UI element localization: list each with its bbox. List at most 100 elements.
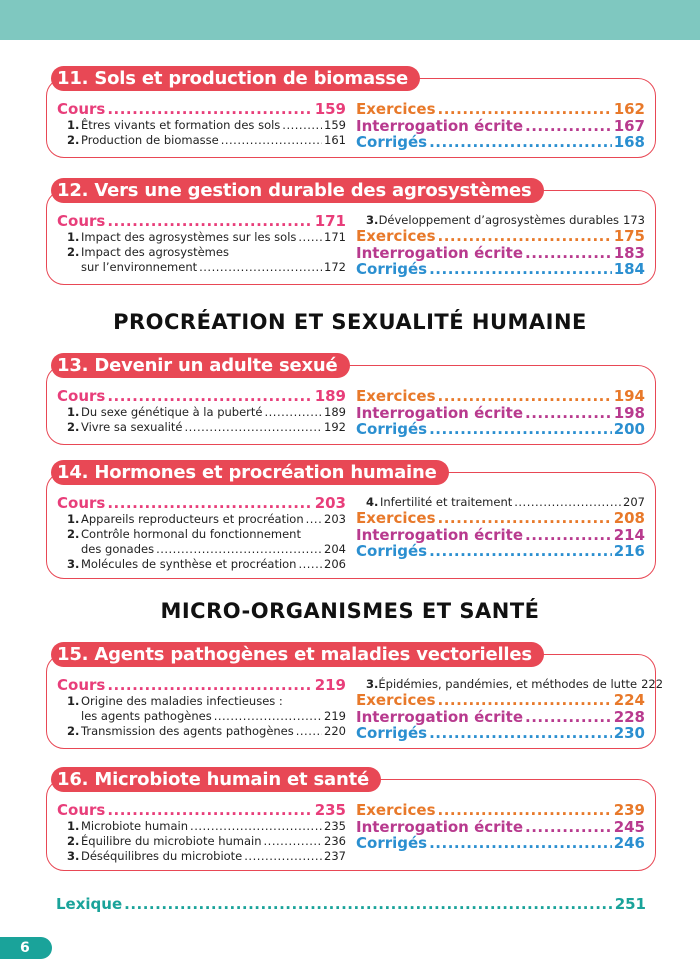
dot-leader [429, 261, 612, 278]
entry-label: Molécules de synthèse et procréation [81, 556, 297, 571]
toc-entry-cours[interactable]: Cours 219 [57, 677, 346, 694]
toc-entry-sub[interactable]: 1.Êtres vivants et formation des sols 159 [57, 118, 346, 133]
dot-leader [438, 510, 612, 527]
chapter-box: Cours2191.Origine des maladies infectieu… [46, 654, 663, 749]
dot-leader [296, 724, 322, 739]
toc-entry-sub[interactable]: 1.Impact des agrosystèmes sur les sols 17… [57, 230, 346, 245]
dot-leader [429, 835, 612, 852]
entry-page: 235 [314, 801, 346, 819]
toc-entry-sub[interactable]: sur l’environnement 172 [57, 260, 346, 275]
entry-page: 192 [324, 419, 346, 434]
entry-page: 168 [613, 133, 645, 151]
toc-entry-sub[interactable]: les agents pathogènes 219 [57, 709, 346, 724]
entry-label: Du sexe génétique à la puberté [81, 404, 263, 419]
toc-entry-cours[interactable]: Cours 189 [57, 388, 346, 405]
toc-entry-corriges[interactable]: Corrigés 184 [356, 261, 645, 278]
toc-entry-sub[interactable]: 2.Vivre sa sexualité 192 [57, 420, 346, 435]
toc-entry-cours[interactable]: Cours 159 [57, 101, 346, 118]
dot-leader [438, 388, 612, 405]
column-left: Cours1891.Du sexe génétique à la puberté… [57, 388, 346, 438]
entry-label: Contrôle hormonal du fonctionnement [81, 526, 301, 541]
toc-entry-lexique[interactable]: Lexique 251 [56, 896, 646, 913]
dot-leader [438, 692, 612, 709]
toc-entry-cours[interactable]: Cours 203 [57, 495, 346, 512]
toc-entry-sub[interactable]: 2.Production de biomasse 161 [57, 133, 346, 148]
toc-entry-sub[interactable]: 1.Du sexe génétique à la puberté 189 [57, 405, 346, 420]
toc-entry-exercices[interactable]: Exercices 224 [356, 692, 645, 709]
toc-entry-corriges[interactable]: Corrigés 168 [356, 134, 645, 151]
entry-page: 161 [324, 132, 346, 147]
toc-entry-sub[interactable]: 4.Infertilité et traitement 207 [356, 495, 645, 510]
toc-entry-interro[interactable]: Interrogation écrite 228 [356, 708, 645, 726]
column-left: Cours2191.Origine des maladies infectieu… [57, 677, 346, 742]
toc-entry-exercices[interactable]: Exercices 194 [356, 388, 645, 405]
section-title: PROCRÉATION ET SEXUALITÉ HUMAINE [113, 310, 587, 334]
entry-number: 3. [366, 677, 379, 691]
toc-entry-exercices[interactable]: Exercices 175 [356, 228, 645, 245]
dot-leader [525, 118, 612, 135]
dot-leader [107, 495, 312, 512]
entry-label: des gonades [81, 541, 155, 556]
dot-leader [429, 421, 612, 438]
toc-entry-sub[interactable]: 3. Développement d’agrosystèmes durables 1… [356, 213, 645, 228]
dot-leader [190, 819, 322, 834]
toc-entry-interro[interactable]: Interrogation écrite 183 [356, 243, 645, 262]
toc-entry-sub[interactable]: des gonades 204 [57, 542, 346, 557]
column-right: Exercices239Interrogation écrite245Corri… [356, 802, 645, 864]
toc-entry-sub[interactable]: 3. Épidémies, pandémies, et méthodes de l… [356, 677, 663, 692]
dot-leader [199, 260, 322, 275]
toc-entry-corriges[interactable]: Corrigés 200 [356, 421, 645, 438]
toc-entry-exercices[interactable]: Exercices 162 [356, 101, 645, 118]
chapter-title: 13. Devenir un adulte sexué [51, 353, 350, 378]
toc-entry-cours[interactable]: Cours 235 [57, 802, 346, 819]
entry-label: Interrogation écrite [356, 243, 524, 262]
chapter-title: 11. Sols et production de biomasse [51, 66, 420, 91]
entry-page: 173 [623, 213, 645, 227]
entry-page: 237 [324, 848, 346, 863]
toc-entry-sub[interactable]: 2.Équilibre du microbiote humain 236 [57, 834, 346, 849]
dot-leader [107, 802, 312, 819]
toc-entry-sub[interactable]: 1. Appareils reproducteurs et procréation… [57, 512, 346, 527]
toc-entry-interro[interactable]: Interrogation écrite 167 [356, 116, 645, 135]
toc-entry-sub[interactable]: 3.Molécules de synthèse et procréation 20… [57, 557, 346, 572]
toc-entry-sub[interactable]: 2.Transmission des agents pathogènes 220 [57, 724, 346, 739]
entry-number: 2. [67, 526, 80, 541]
toc-entry-interro[interactable]: Interrogation écrite 214 [356, 525, 645, 544]
column-left: Cours1711.Impact des agrosystèmes sur le… [57, 213, 346, 278]
toc-entry-sub[interactable]: 1.Microbiote humain 235 [57, 819, 346, 834]
toc-entry-corriges[interactable]: Corrigés 216 [356, 543, 645, 560]
toc-entry-sub[interactable]: 3.Déséquilibres du microbiote 237 [57, 849, 346, 864]
entry-label: Transmission des agents pathogènes [81, 723, 294, 738]
toc-entry-interro[interactable]: Interrogation écrite 245 [356, 818, 645, 836]
toc-entry-line: 1. Origine des maladies infectieuses : [57, 694, 346, 709]
entry-page: 159 [314, 100, 346, 118]
entry-label: Lexique [56, 895, 123, 913]
entry-label: Interrogation écrite [356, 403, 524, 422]
chapter-title: 14. Hormones et procréation humaine [51, 460, 449, 485]
chapter-box: Cours1591.Êtres vivants et formation des… [46, 78, 656, 158]
toc-entry-exercices[interactable]: Exercices 208 [356, 510, 645, 527]
dot-leader [264, 405, 322, 420]
entry-page: 184 [613, 260, 645, 278]
entry-page: 214 [613, 525, 645, 544]
toc-entry-cours[interactable]: Cours 171 [57, 213, 346, 230]
dot-leader [107, 677, 312, 694]
entry-page: 230 [613, 724, 645, 742]
entry-page: 183 [613, 243, 645, 262]
entry-number: 3. [67, 556, 80, 571]
toc-entry-interro[interactable]: Interrogation écrite 198 [356, 403, 645, 422]
toc-entry-exercices[interactable]: Exercices 239 [356, 802, 645, 819]
entry-label: Origine des maladies infectieuses : [81, 693, 283, 708]
entry-page: 167 [613, 116, 645, 135]
dot-leader [282, 118, 322, 133]
toc-entry-corriges[interactable]: Corrigés 230 [356, 725, 645, 742]
dot-leader [438, 228, 612, 245]
toc-entry-corriges[interactable]: Corrigés 246 [356, 835, 645, 852]
chapter-11: 11. Sols et production de biomasseCours1… [46, 66, 656, 158]
entry-page: 208 [613, 509, 645, 527]
entry-page: 204 [324, 541, 346, 556]
entry-number: 4. [366, 495, 379, 509]
chapter-12: 12. Vers une gestion durable des agrosys… [46, 178, 656, 285]
entry-page: 246 [613, 834, 645, 852]
dot-leader [525, 527, 612, 544]
